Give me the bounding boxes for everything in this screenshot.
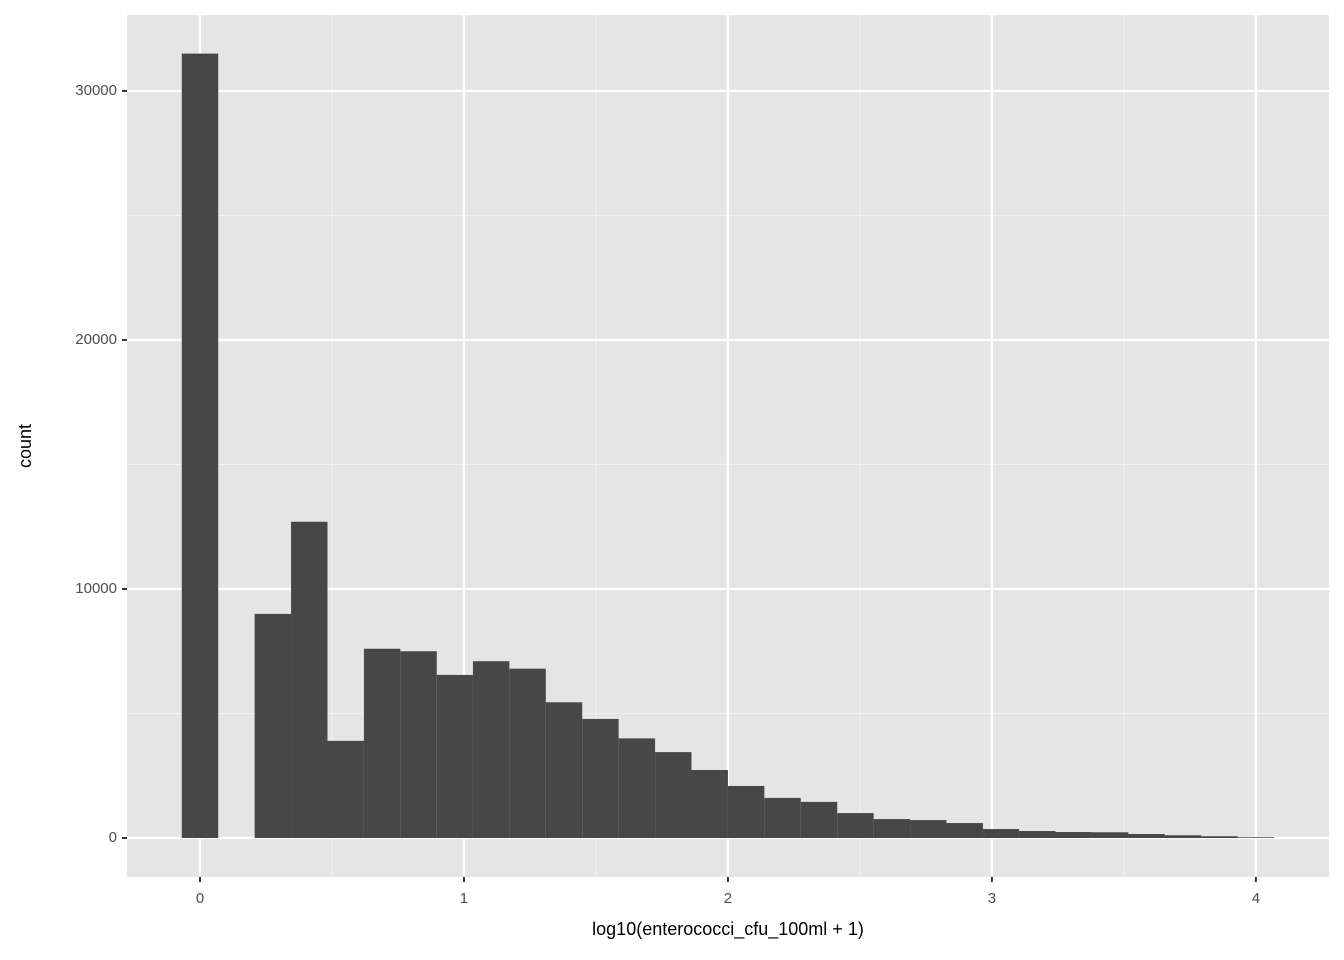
- bar: [618, 738, 656, 839]
- bar: [873, 819, 911, 839]
- bar: [837, 813, 874, 839]
- x-tick-label: 4: [1252, 890, 1260, 907]
- x-tick-label: 3: [988, 890, 996, 907]
- y-axis-title: count: [15, 424, 35, 468]
- y-tick-label: 0: [109, 829, 117, 846]
- bar: [254, 613, 292, 839]
- bar: [1019, 831, 1056, 839]
- bar: [327, 740, 364, 839]
- bar: [400, 651, 437, 839]
- bar: [946, 823, 983, 839]
- x-tick-label: 2: [724, 890, 732, 907]
- bar: [472, 661, 510, 839]
- bar: [582, 718, 619, 839]
- bar: [291, 521, 328, 839]
- y-tick-label: 30000: [75, 82, 117, 99]
- bar: [1237, 837, 1275, 839]
- bar: [436, 674, 473, 839]
- bar: [1128, 834, 1165, 839]
- bar: [1091, 832, 1129, 839]
- bar: [727, 785, 765, 839]
- bar: [655, 752, 692, 839]
- y-tick-label: 20000: [75, 331, 117, 348]
- x-tick-label: 0: [196, 890, 204, 907]
- bar: [1055, 832, 1092, 839]
- bar: [691, 770, 728, 839]
- bar: [545, 702, 583, 839]
- bar: [181, 53, 219, 839]
- bar: [363, 648, 401, 839]
- y-tick-label: 10000: [75, 580, 117, 597]
- bar: [509, 668, 546, 839]
- bar: [764, 797, 801, 839]
- x-axis-title: log10(enterococci_cfu_100ml + 1): [592, 919, 864, 940]
- bar: [1201, 836, 1238, 839]
- bar: [1164, 835, 1202, 839]
- bar: [800, 801, 838, 839]
- bar: [982, 829, 1020, 839]
- bar: [910, 820, 947, 839]
- x-tick-label: 1: [460, 890, 468, 907]
